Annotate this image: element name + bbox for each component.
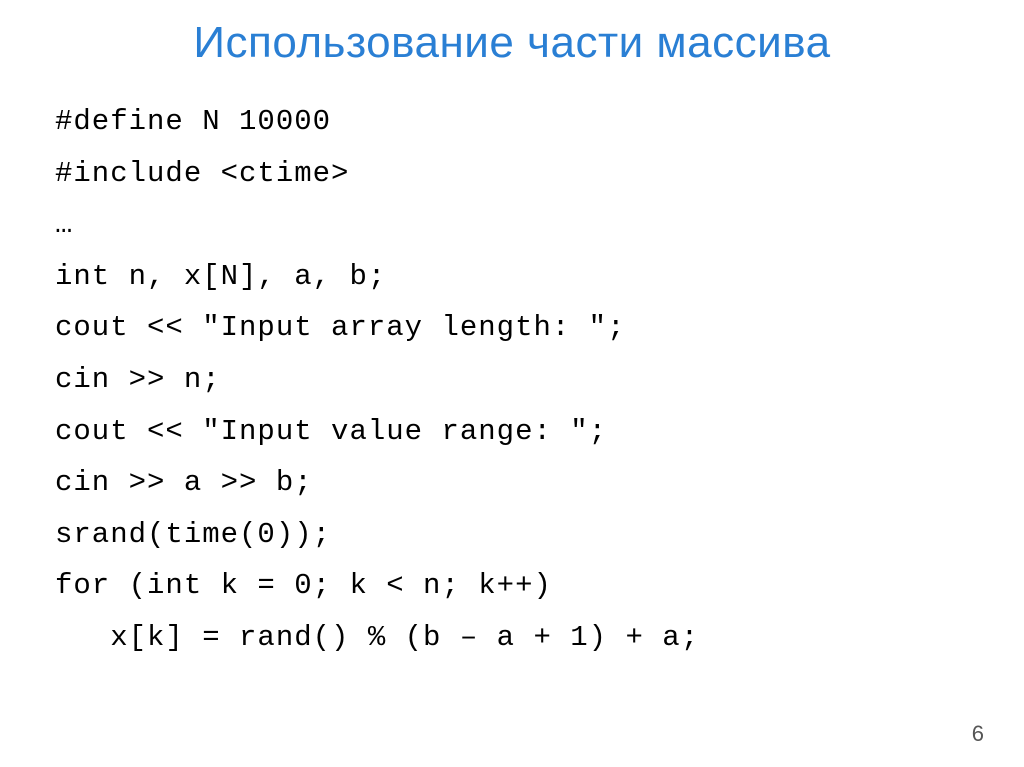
code-line: srand(time(0)); — [55, 509, 969, 561]
code-line: for (int k = 0; k < n; k++) — [55, 560, 969, 612]
code-line: #include <ctime> — [55, 148, 969, 200]
slide-title: Использование части массива — [55, 18, 969, 68]
page-number: 6 — [972, 721, 984, 747]
code-block: #define N 10000 #include <ctime> … int n… — [55, 96, 969, 664]
code-line: cin >> a >> b; — [55, 457, 969, 509]
code-line: cout << "Input value range: "; — [55, 406, 969, 458]
slide: Использование части массива #define N 10… — [0, 0, 1024, 767]
code-line: #define N 10000 — [55, 96, 969, 148]
code-line: x[k] = rand() % (b – a + 1) + a; — [55, 612, 969, 664]
code-line: int n, x[N], a, b; — [55, 251, 969, 303]
code-line: cout << "Input array length: "; — [55, 302, 969, 354]
code-line: … — [55, 199, 969, 251]
code-line: cin >> n; — [55, 354, 969, 406]
